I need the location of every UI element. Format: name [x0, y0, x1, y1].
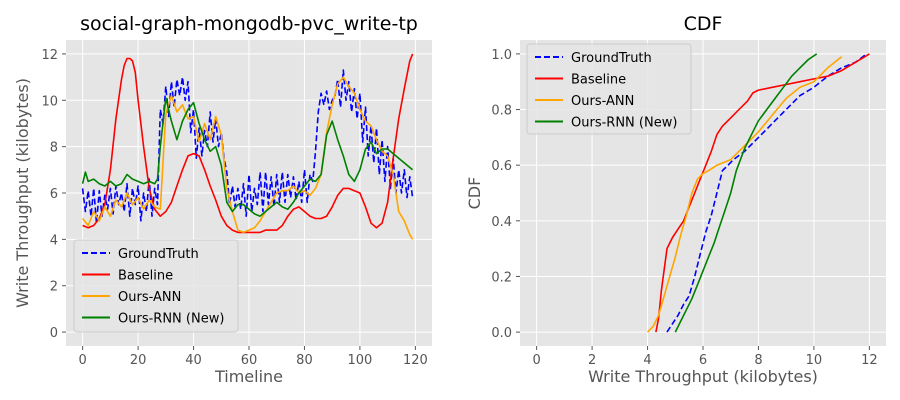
- timeseries-y-ticks: 0 2 4 6 8 10 12: [41, 48, 66, 341]
- timeseries-x-ticks: 0 20 40 60 80 100 120: [78, 346, 428, 368]
- cdf-x-tick-label: 6: [699, 353, 707, 368]
- timeseries-y-tick-label: 0: [50, 326, 58, 341]
- cdf-legend-label: Ours-ANN: [571, 94, 634, 109]
- cdf-x-tick-label: 8: [754, 353, 762, 368]
- cdf-x-axis-label: Write Throughput (kilobytes): [588, 367, 818, 386]
- cdf-series-line: [674, 53, 818, 333]
- timeseries-x-tick-label: 20: [130, 353, 147, 368]
- cdf-legend-label: Baseline: [571, 73, 626, 88]
- timeseries-x-tick-label: 40: [185, 353, 202, 368]
- timeseries-series-line: [81, 69, 414, 224]
- cdf-series: [646, 53, 870, 333]
- cdf-x-tick-label: 0: [532, 353, 540, 368]
- timeseries-chart: 0 20 40 60 80 100 120 0 2 4 6 8 10 12 social-graph-m…: [13, 13, 432, 386]
- cdf-x-tick-label: 2: [588, 353, 596, 368]
- cdf-series-line: [646, 56, 843, 333]
- timeseries-series: [81, 53, 414, 240]
- cdf-legend-box: [526, 43, 692, 135]
- cdf-y-tick-label: 0.6: [491, 159, 512, 174]
- timeseries-x-axis-label: Timeline: [214, 367, 283, 386]
- cdf-y-tick-label: 0.2: [491, 270, 512, 285]
- cdf-x-tick-label: 10: [806, 353, 823, 368]
- timeseries-series-line: [81, 76, 414, 240]
- timeseries-y-tick-label: 10: [41, 94, 58, 109]
- timeseries-series-line: [81, 97, 414, 217]
- cdf-series-line: [666, 53, 868, 333]
- timeseries-legend-label: Ours-ANN: [118, 290, 181, 305]
- cdf-y-ticks: 0.0 0.2 0.4 0.6 0.8 1.0: [491, 48, 520, 341]
- timeseries-x-tick-label: 80: [296, 353, 313, 368]
- timeseries-y-tick-label: 12: [41, 48, 58, 63]
- timeseries-title: social-graph-mongodb-pvc_write-tp: [80, 13, 418, 35]
- cdf-y-axis-label: CDF: [465, 177, 484, 210]
- cdf-chart: 0 2 4 6 8 10 12 0.0 0.2 0.4 0.6 0.8 1.0 CDF Write T…: [465, 13, 886, 386]
- cdf-series-line: [655, 53, 870, 333]
- cdf-y-tick-label: 0.8: [491, 104, 512, 119]
- cdf-legend-label: GroundTruth: [571, 51, 652, 66]
- cdf-y-tick-label: 1.0: [491, 48, 512, 63]
- cdf-legend: GroundTruth Baseline Ours-ANN Ours-RNN (New…: [526, 43, 692, 135]
- timeseries-x-tick-label: 0: [78, 353, 86, 368]
- cdf-title: CDF: [684, 13, 723, 35]
- cdf-x-tick-label: 12: [861, 353, 878, 368]
- timeseries-y-tick-label: 8: [50, 141, 58, 156]
- timeseries-legend-box: [73, 239, 239, 333]
- timeseries-y-tick-label: 2: [50, 280, 58, 295]
- timeseries-x-tick-label: 100: [347, 353, 372, 368]
- cdf-x-ticks: 0 2 4 6 8 10 12: [532, 346, 878, 368]
- timeseries-legend-label: Baseline: [118, 269, 173, 284]
- timeseries-legend-label: GroundTruth: [118, 247, 199, 262]
- timeseries-x-tick-label: 120: [403, 353, 428, 368]
- timeseries-legend: GroundTruth Baseline Ours-ANN Ours-RNN (New…: [73, 239, 239, 333]
- timeseries-y-axis-label: Write Throughput (kilobytes): [13, 78, 32, 308]
- cdf-legend-label: Ours-RNN (New): [571, 116, 677, 131]
- timeseries-series-line: [82, 53, 414, 234]
- timeseries-y-tick-label: 4: [50, 233, 58, 248]
- cdf-x-tick-label: 4: [643, 353, 651, 368]
- cdf-y-tick-label: 0.0: [491, 326, 512, 341]
- timeseries-legend-label: Ours-RNN (New): [118, 312, 224, 327]
- timeseries-x-tick-label: 60: [241, 353, 258, 368]
- timeseries-y-tick-label: 6: [50, 187, 58, 202]
- cdf-y-tick-label: 0.4: [491, 215, 512, 230]
